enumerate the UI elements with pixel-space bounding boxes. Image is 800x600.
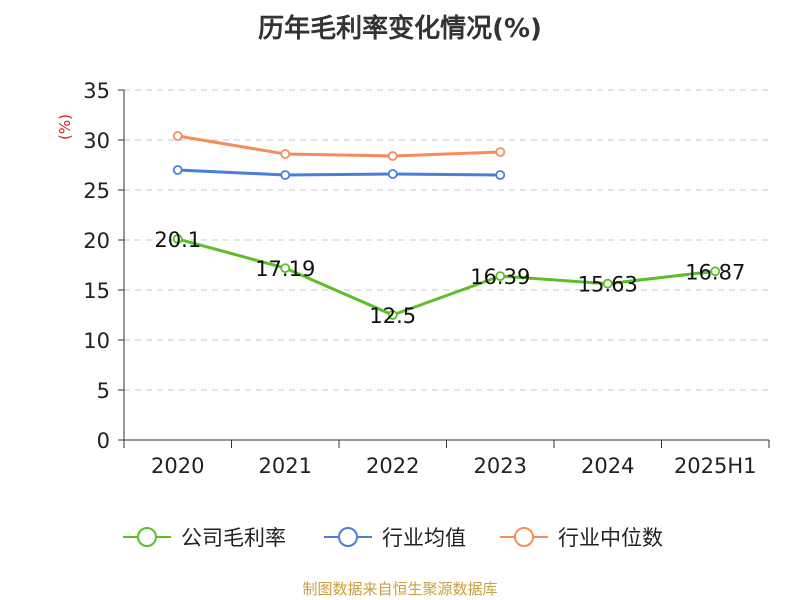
y-tick-label: 30: [83, 129, 110, 153]
x-tick-label: 2024: [581, 454, 634, 478]
y-tick-label: 20: [83, 229, 110, 253]
y-tick-label: 0: [97, 429, 110, 453]
data-point: [495, 170, 506, 180]
y-tick-label: 25: [83, 179, 110, 203]
y-tick-label: 15: [83, 279, 110, 303]
chart-title: 历年毛利率变化情况(%): [258, 14, 542, 44]
y-tick-label: 10: [83, 329, 110, 353]
legend-label: 行业均值: [382, 526, 466, 550]
legend: 公司毛利率 行业均值 行业中位数: [123, 526, 663, 550]
series-line: [177, 134, 501, 158]
y-tick-label: 35: [83, 79, 110, 103]
grid-lines: [124, 89, 769, 391]
data-point: [280, 170, 291, 180]
series-lines: [172, 131, 721, 320]
data-label: 16.87: [685, 260, 745, 284]
x-tick-label: 2023: [474, 454, 527, 478]
data-label: 20.1: [154, 228, 201, 252]
data-point: [280, 263, 291, 274]
data-point: [602, 278, 613, 289]
data-point: [280, 149, 291, 159]
data-label: 16.39: [470, 265, 530, 289]
x-tick-label: 2025H1: [674, 454, 757, 478]
x-tick-label: 2021: [259, 454, 312, 478]
data-point: [172, 234, 183, 244]
source-note: 制图数据来自恒生聚源数据库: [302, 580, 498, 598]
data-point: [710, 266, 721, 277]
series-line: [177, 237, 716, 317]
data-point: [172, 131, 183, 141]
x-tick-label: 2022: [366, 454, 419, 478]
data-label: 15.63: [578, 273, 638, 297]
data-label: 12.5: [369, 304, 416, 328]
legend-marker: [137, 527, 157, 547]
axes: 0 5 10 15 20 25 30 35 (%) 2020 2021 2022 2023 2024 202…: [56, 79, 770, 478]
data-point: [172, 165, 183, 175]
data-point: [387, 310, 398, 320]
y-tick-label: 5: [97, 379, 110, 403]
x-tick-label: 2020: [151, 454, 204, 478]
data-labels: 20.1 17.19 12.5 16.39 15.63 16.87: [154, 228, 745, 328]
legend-label: 行业中位数: [558, 526, 663, 550]
y-axis-label: (%): [56, 114, 74, 140]
data-label: 17.19: [255, 257, 315, 281]
series-line: [177, 168, 501, 177]
data-point: [387, 151, 398, 161]
data-point: [495, 147, 506, 157]
legend-label: 公司毛利率: [181, 526, 286, 550]
data-point: [387, 169, 398, 179]
legend-marker: [338, 527, 358, 547]
data-point: [495, 271, 506, 282]
legend-marker: [514, 527, 534, 547]
